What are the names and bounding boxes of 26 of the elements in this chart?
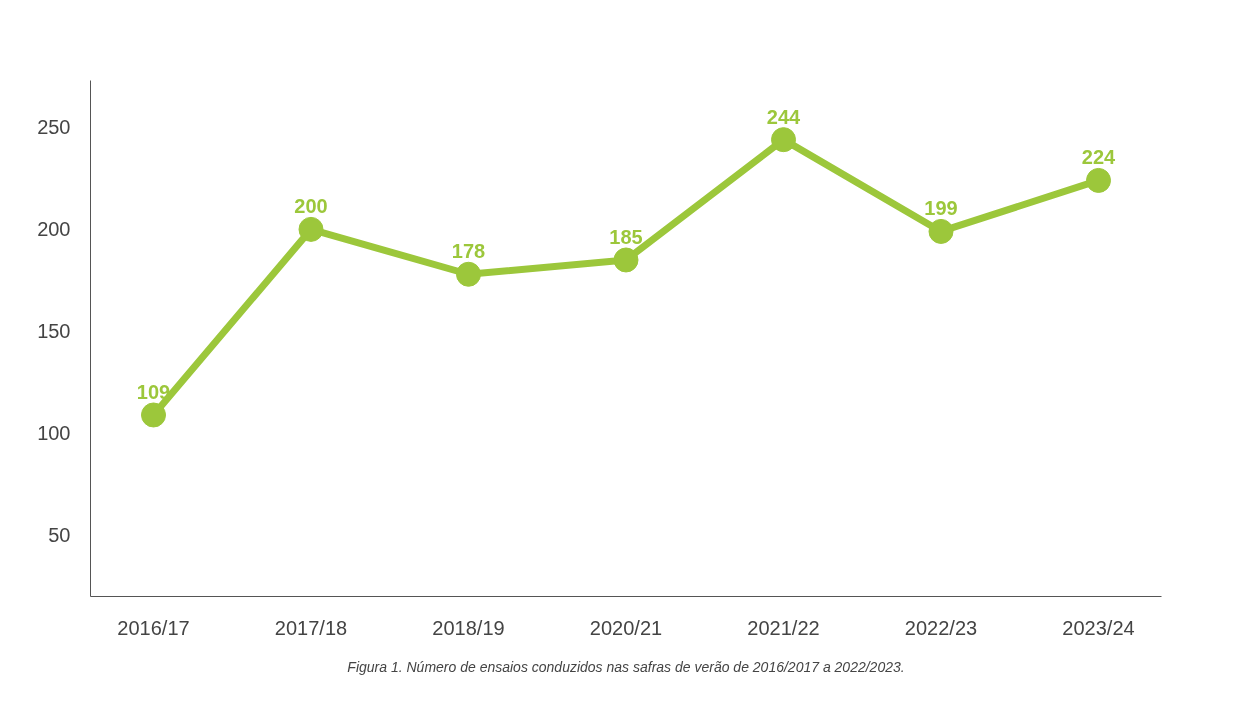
y-tick-label: 100	[37, 422, 71, 445]
data-label: 185	[609, 225, 643, 248]
x-tick-label: 2021/22	[747, 616, 820, 639]
y-tick-label: 150	[37, 320, 71, 343]
x-tick-label: 2022/23	[904, 616, 978, 639]
point	[456, 261, 481, 287]
data-label: 178	[451, 240, 486, 263]
point	[1086, 167, 1111, 193]
point	[771, 127, 796, 153]
data-label: 200	[294, 195, 328, 218]
data-label: 199	[924, 197, 958, 220]
x-tick-label: 2020/21	[589, 616, 663, 639]
y-tick-label: 200	[37, 218, 71, 241]
data-label: 244	[766, 105, 802, 128]
x-tick-label: 2023/24	[1062, 616, 1135, 639]
point	[141, 402, 166, 428]
point	[928, 218, 954, 244]
x-tick-label: 2017/18	[274, 616, 348, 639]
text: Figura 1. Número de ensaios conduzidos nas safras de verão de 2016/2017 a 2022/2023.	[347, 658, 905, 675]
x-tick-label: 2018/19	[432, 616, 505, 639]
x-tick-label: 2016/17	[117, 616, 190, 639]
data-label: 224	[1081, 146, 1117, 169]
point	[298, 216, 324, 242]
point	[613, 247, 639, 273]
y-tick-label: 50	[48, 524, 71, 547]
y-tick-label: 250	[37, 116, 71, 139]
